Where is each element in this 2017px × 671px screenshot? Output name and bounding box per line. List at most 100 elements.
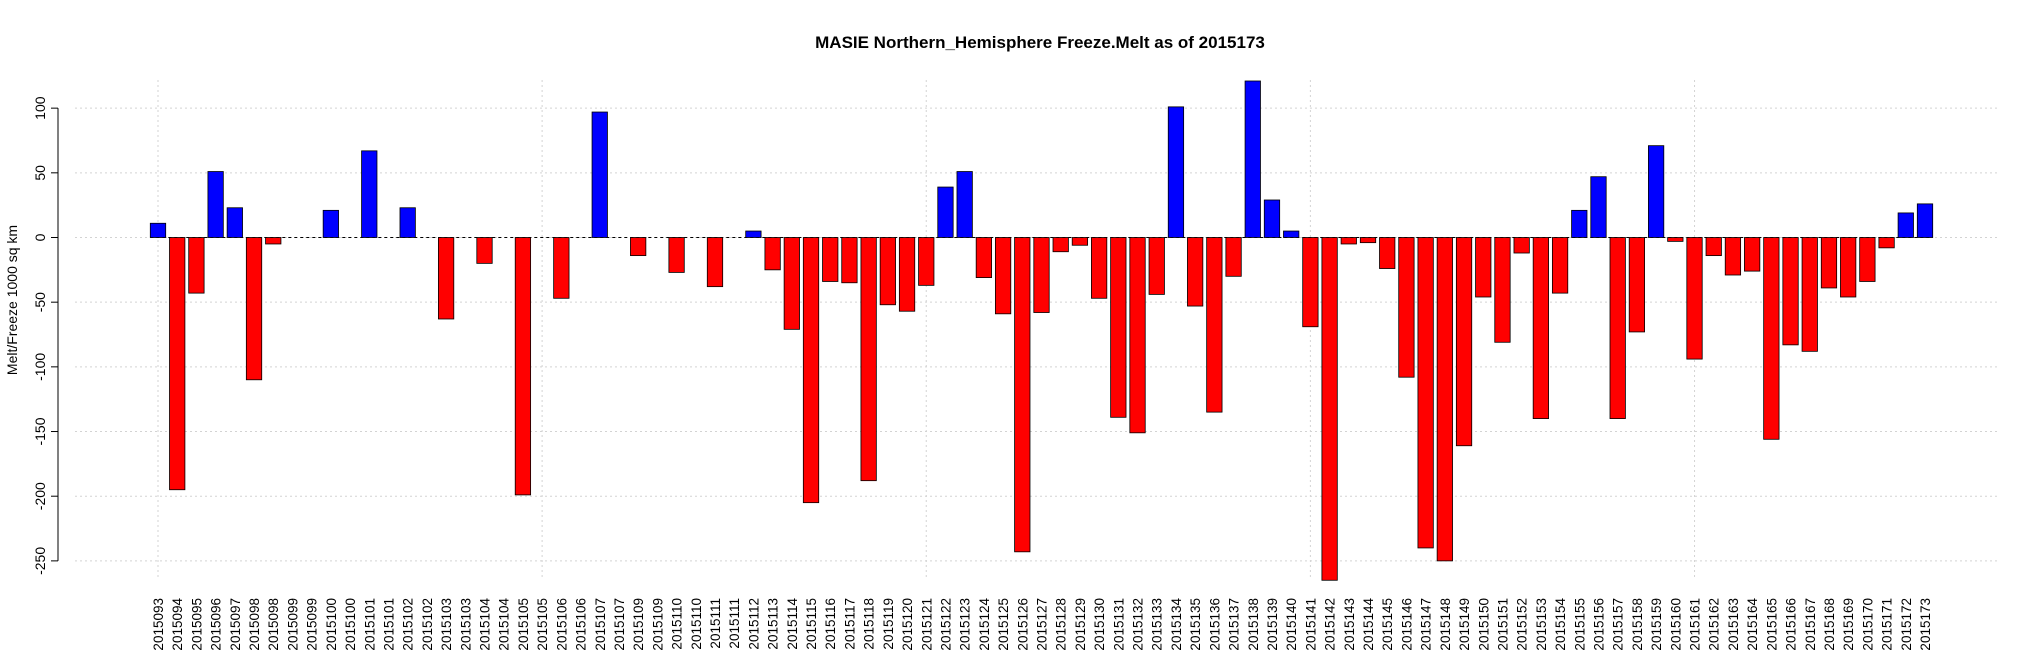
bar-80	[1686, 237, 1703, 360]
bar-82	[1724, 237, 1742, 276]
bar-5	[245, 237, 263, 381]
bar-41	[937, 186, 954, 238]
x-tick-label-60: 2015141	[1303, 598, 1318, 651]
bar-87	[1820, 237, 1838, 289]
bar-91	[1897, 212, 1914, 238]
x-tick-label-87: 2015168	[1822, 598, 1837, 651]
y-tick-label-2: -150	[32, 417, 48, 445]
x-tick-label-44: 2015125	[996, 598, 1011, 651]
bar-42	[956, 171, 973, 238]
bar-11	[361, 150, 378, 238]
bar-88	[1840, 237, 1857, 298]
x-tick-label-40: 2015121	[919, 598, 934, 651]
bar-68	[1455, 237, 1473, 447]
x-tick-label-47: 2015128	[1054, 598, 1069, 651]
x-tick-label-78: 2015159	[1649, 598, 1664, 651]
x-axis-tick-labels: 2015093 2015094 2015095 2015096 2015097 20150…	[151, 598, 1933, 651]
bar-84	[1763, 237, 1780, 440]
bar-59	[1283, 230, 1300, 238]
bar-90	[1878, 237, 1895, 249]
x-tick-label-53: 2015134	[1169, 598, 1184, 651]
x-tick-label-81: 2015162	[1707, 598, 1722, 651]
bar-33	[783, 237, 800, 330]
x-tick-label-66: 2015147	[1419, 598, 1434, 651]
bar-83	[1744, 237, 1761, 272]
bar-78	[1648, 145, 1665, 238]
x-tick-label-65: 2015146	[1399, 598, 1414, 651]
bar-75	[1590, 176, 1607, 238]
x-tick-label-88: 2015169	[1841, 598, 1856, 651]
bar-86	[1801, 237, 1818, 352]
bar-56	[1225, 237, 1242, 277]
x-tick-label-33: 2015114	[785, 598, 800, 650]
x-tick-label-6: 2015098	[266, 598, 281, 651]
x-tick-label-56: 2015137	[1227, 598, 1242, 651]
x-tick-label-42: 2015123	[958, 598, 973, 651]
bar-52	[1148, 237, 1165, 295]
x-tick-label-90: 2015171	[1880, 598, 1895, 651]
x-tick-label-51: 2015132	[1131, 598, 1146, 651]
bar-15	[437, 237, 455, 320]
bar-53	[1167, 106, 1185, 238]
bar-57	[1244, 80, 1261, 238]
bar-36	[841, 237, 858, 284]
x-tick-label-18: 2015104	[497, 598, 512, 651]
bar-4	[226, 207, 243, 238]
bar-35	[822, 237, 839, 282]
bar-89	[1859, 237, 1876, 282]
bar-64	[1379, 237, 1396, 269]
bar-71	[1513, 237, 1530, 254]
x-tick-label-77: 2015158	[1630, 598, 1645, 651]
x-tick-label-62: 2015143	[1342, 598, 1357, 651]
x-tick-label-11: 2015101	[362, 598, 377, 651]
bar-66	[1417, 237, 1434, 549]
x-tick-label-38: 2015119	[881, 598, 896, 650]
bar-70	[1494, 237, 1511, 343]
x-tick-label-72: 2015153	[1534, 598, 1549, 651]
bar-85	[1782, 237, 1799, 346]
bar-50	[1110, 237, 1127, 418]
x-tick-label-84: 2015165	[1764, 598, 1779, 651]
x-tick-label-9: 2015100	[324, 598, 339, 651]
bar-92	[1916, 203, 1934, 238]
bar-47	[1052, 237, 1069, 253]
bar-2	[188, 237, 205, 294]
x-tick-label-70: 2015151	[1495, 598, 1510, 651]
x-tick-label-10: 2015100	[343, 598, 358, 651]
x-tick-label-82: 2015163	[1726, 598, 1741, 651]
bar-60	[1302, 237, 1319, 328]
x-tick-label-58: 2015139	[1265, 598, 1280, 651]
y-tick-label-7: 100	[32, 96, 48, 120]
x-tick-label-0: 2015093	[151, 598, 166, 651]
bar-48	[1071, 237, 1089, 246]
x-tick-label-21: 2015106	[554, 598, 569, 651]
bar-37	[860, 237, 877, 482]
x-tick-label-25: 2015109	[631, 598, 646, 651]
x-tick-label-80: 2015161	[1688, 598, 1703, 651]
bar-55	[1206, 237, 1223, 413]
x-tick-label-28: 2015110	[689, 598, 704, 650]
bar-58	[1263, 199, 1281, 238]
bar-32	[764, 237, 781, 271]
chart-title: MASIE Northern_Hemisphere Freeze.Melt as…	[815, 33, 1265, 52]
bar-67	[1436, 237, 1453, 562]
x-tick-label-20: 2015105	[535, 598, 550, 651]
bar-62	[1340, 237, 1357, 245]
x-tick-label-41: 2015122	[938, 598, 953, 651]
bar-46	[1033, 237, 1050, 313]
x-tick-label-57: 2015138	[1246, 598, 1261, 651]
x-tick-label-36: 2015117	[842, 598, 857, 650]
x-tick-label-91: 2015172	[1899, 598, 1914, 651]
x-tick-label-55: 2015136	[1207, 598, 1222, 651]
x-tick-label-86: 2015167	[1803, 598, 1818, 651]
x-tick-label-46: 2015127	[1035, 598, 1050, 651]
bar-61	[1321, 237, 1338, 581]
x-tick-label-69: 2015150	[1476, 598, 1491, 651]
x-tick-label-61: 2015142	[1323, 598, 1338, 651]
x-tick-label-79: 2015160	[1668, 598, 1683, 651]
x-tick-label-89: 2015170	[1860, 598, 1875, 651]
bar-3	[207, 171, 224, 238]
x-tick-label-54: 2015135	[1188, 598, 1203, 651]
x-tick-label-1: 2015094	[170, 598, 185, 651]
